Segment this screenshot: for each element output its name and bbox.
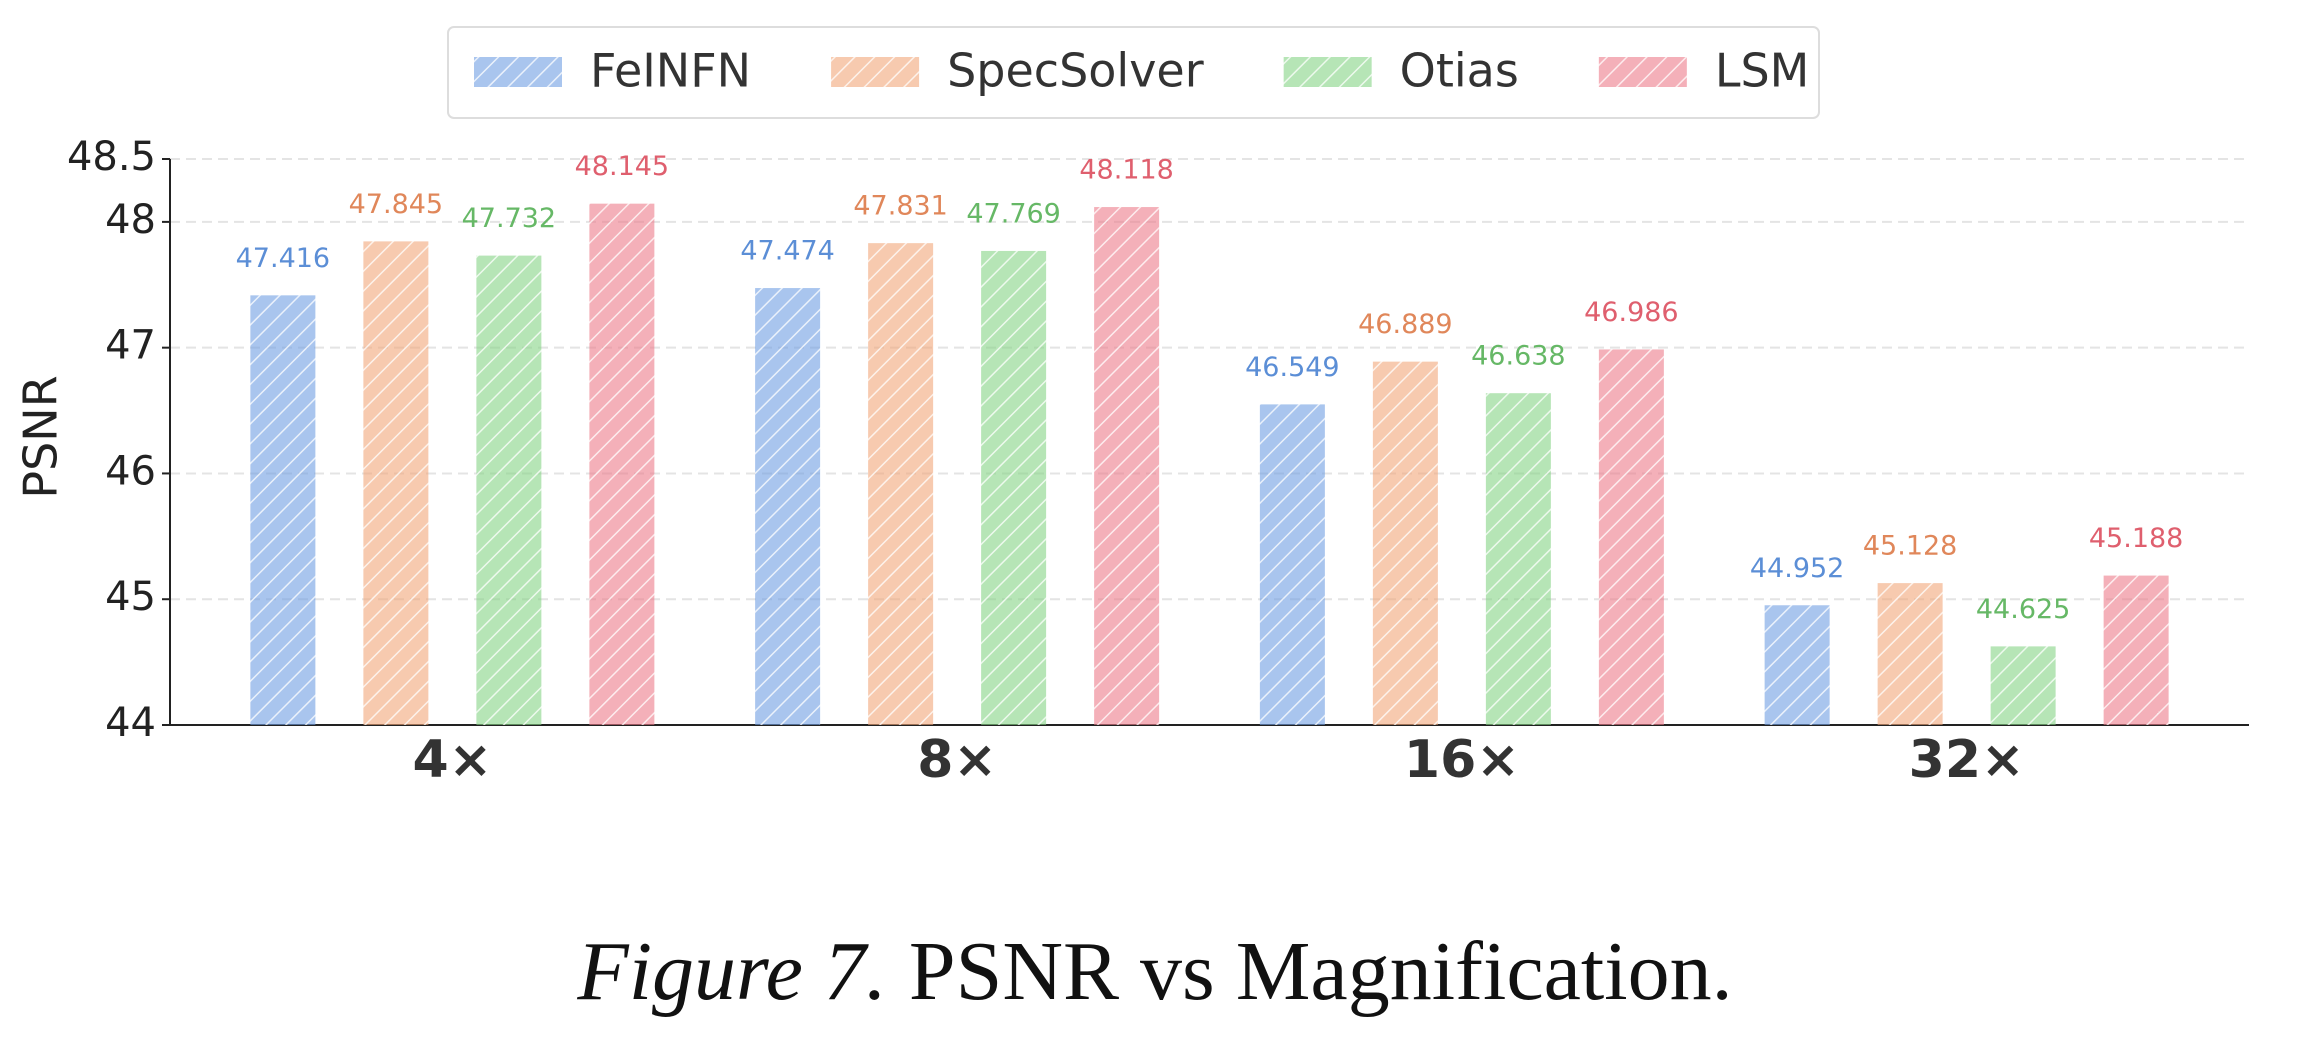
- value-label: 48.145: [575, 151, 669, 182]
- bar: [1372, 361, 1438, 725]
- value-label: 47.732: [462, 203, 556, 234]
- legend-label: LSM: [1715, 44, 1810, 98]
- bar: [755, 288, 821, 725]
- y-tick-label: 48: [105, 197, 156, 243]
- y-tick-label: 48.5: [67, 134, 156, 180]
- value-label: 47.845: [349, 189, 443, 220]
- bar: [1094, 207, 1160, 725]
- x-tick-label: 4×: [412, 730, 492, 790]
- bar: [1877, 583, 1943, 725]
- value-label: 46.638: [1471, 341, 1565, 372]
- bar: [1990, 646, 2056, 725]
- caption-text: PSNR vs Magnification.: [909, 925, 1733, 1018]
- value-label: 46.549: [1245, 352, 1339, 383]
- value-label: 44.952: [1750, 553, 1844, 584]
- value-label: 45.188: [2089, 523, 2183, 554]
- y-axis-label: PSNR: [14, 375, 68, 498]
- caption: Figure 7. PSNR vs Magnification.: [576, 925, 1732, 1018]
- y-tick-label: 45: [105, 574, 156, 620]
- value-label: 48.118: [1079, 155, 1173, 186]
- bar: [1485, 393, 1551, 725]
- caption-label: Figure 7.: [576, 925, 887, 1018]
- bar: [1259, 404, 1325, 725]
- x-tick-label: 32×: [1909, 730, 2025, 790]
- value-label: 46.889: [1358, 309, 1452, 340]
- legend-swatch: [1283, 57, 1372, 87]
- bar: [476, 255, 542, 725]
- value-label: 45.128: [1863, 531, 1957, 562]
- bar: [589, 203, 655, 725]
- legend-swatch: [1598, 57, 1687, 87]
- value-label: 47.769: [966, 198, 1060, 229]
- y-tick-label: 44: [105, 700, 156, 746]
- value-label: 44.625: [1976, 594, 2070, 625]
- value-label: 47.831: [853, 191, 947, 222]
- y-tick-label: 47: [105, 323, 156, 369]
- bar: [1598, 349, 1664, 725]
- y-tick-label: 46: [105, 448, 156, 494]
- value-label: 46.986: [1584, 297, 1678, 328]
- legend-swatch: [474, 57, 562, 87]
- value-label: 47.416: [236, 243, 330, 274]
- x-tick-label: 8×: [917, 730, 997, 790]
- bar: [2103, 575, 2169, 725]
- legend-box: [447, 26, 1820, 119]
- bar: [981, 250, 1047, 726]
- legend-label: SpecSolver: [947, 44, 1204, 98]
- bar: [250, 295, 316, 725]
- x-tick-label: 16×: [1404, 730, 1520, 790]
- bar: [1764, 605, 1830, 725]
- legend-label: FeINFN: [590, 44, 751, 98]
- bar: [868, 243, 934, 726]
- bar: [363, 241, 429, 725]
- value-label: 47.474: [740, 236, 834, 267]
- legend-swatch: [831, 57, 920, 87]
- legend-label: Otias: [1400, 44, 1519, 98]
